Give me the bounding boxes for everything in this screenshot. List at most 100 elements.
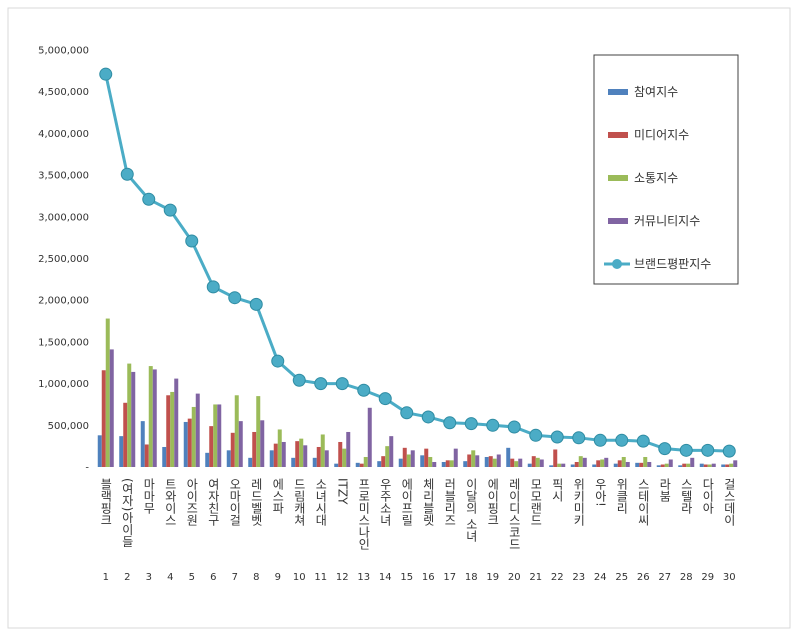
x-tick-label: 체리블렛	[421, 478, 435, 526]
bar	[660, 464, 665, 467]
bar	[682, 463, 687, 467]
line-marker	[486, 418, 500, 432]
x-tick-label: 위키미키	[572, 478, 586, 526]
legend-swatch	[612, 259, 622, 269]
x-tick-label: 여자친구	[206, 478, 220, 526]
bar	[148, 366, 153, 467]
bar	[324, 450, 329, 467]
bar	[295, 441, 300, 467]
bar	[299, 438, 304, 467]
bar	[256, 396, 261, 467]
line-marker	[400, 406, 414, 420]
y-tick-label: 1,000,000	[38, 379, 89, 390]
bar	[445, 460, 450, 467]
bar	[557, 463, 562, 467]
bar	[449, 460, 454, 467]
bar	[539, 459, 544, 467]
rank-label: 17	[443, 572, 456, 583]
rank-label: 7	[232, 572, 238, 583]
legend-label: 미디어지수	[634, 128, 689, 142]
x-tick-label: 라붐	[658, 478, 672, 502]
rank-label: 26	[637, 572, 650, 583]
bar	[527, 463, 532, 467]
line-marker	[507, 420, 521, 434]
bar	[549, 465, 554, 467]
x-tick-label: 모모랜드	[529, 478, 543, 526]
bar	[721, 464, 726, 467]
line-marker	[572, 431, 586, 445]
bar	[471, 450, 476, 467]
rank-label: 28	[680, 572, 693, 583]
y-tick-label: 4,000,000	[38, 129, 89, 140]
y-tick-label: 2,000,000	[38, 296, 89, 307]
line-marker	[142, 192, 156, 206]
x-tick-label: 레이디스코드	[507, 478, 521, 550]
line-marker	[163, 203, 177, 217]
bar	[582, 457, 587, 467]
x-tick-label: 우아!	[593, 478, 607, 507]
x-tick-label: 이달의 소녀	[464, 478, 478, 542]
bar	[467, 454, 472, 467]
bar	[105, 318, 110, 467]
rank-label: 23	[572, 572, 585, 583]
rank-label: 12	[336, 572, 349, 583]
x-tick-label: 러블리즈	[443, 478, 457, 526]
x-tick-label: 에이핑크	[486, 478, 500, 526]
x-tick-label: 스텔라	[679, 478, 693, 514]
bar	[406, 454, 411, 467]
bar	[334, 463, 339, 467]
bar	[432, 461, 437, 467]
bar	[570, 464, 575, 467]
legend-swatch	[608, 175, 628, 181]
rank-label: 13	[357, 572, 370, 583]
line-marker	[120, 167, 134, 181]
legend-label: 커뮤니티지수	[634, 214, 700, 228]
bar	[191, 406, 196, 467]
bar	[424, 448, 429, 467]
x-tick-label: 걸스데이	[722, 478, 736, 526]
bar	[359, 463, 364, 467]
bar	[320, 434, 325, 467]
bar	[303, 445, 308, 467]
bar	[183, 421, 188, 467]
x-tick-label: 트와이스	[163, 478, 177, 526]
rank-label: 5	[189, 572, 195, 583]
rank-label: 16	[422, 572, 435, 583]
x-tick-label: 우주소녀	[378, 478, 392, 526]
bar	[127, 363, 132, 467]
bar	[488, 456, 493, 467]
bar	[647, 461, 652, 467]
x-tick-label: 스테이씨	[636, 478, 650, 526]
bar	[281, 441, 286, 467]
x-tick-label: 아이즈원	[185, 478, 199, 526]
rank-label: 8	[253, 572, 259, 583]
bar	[578, 456, 583, 467]
x-tick-label: 픽시	[550, 478, 564, 502]
bar	[441, 461, 446, 467]
line-marker	[443, 416, 457, 430]
bar	[600, 459, 605, 467]
bar	[711, 463, 716, 467]
bar	[613, 463, 618, 467]
rank-label: 29	[701, 572, 714, 583]
legend-label: 참여지수	[634, 85, 678, 99]
bar	[312, 457, 317, 467]
bar	[217, 404, 222, 467]
rank-label: 3	[146, 572, 152, 583]
x-tick-label: 소녀시대	[314, 478, 328, 526]
x-tick-label: 블랙핑크	[99, 478, 113, 526]
x-tick-label: 에이프릴	[400, 478, 414, 526]
bar	[707, 464, 712, 467]
bar	[97, 435, 102, 467]
bar	[617, 460, 622, 467]
rank-label: 18	[465, 572, 478, 583]
rank-label: 20	[508, 572, 521, 583]
bar	[131, 371, 136, 467]
rank-label: 21	[529, 572, 542, 583]
bar	[277, 429, 282, 467]
x-tick-label: 오마이걸	[228, 478, 242, 526]
y-tick-label: 500,000	[48, 421, 89, 432]
bar	[656, 465, 661, 467]
bar	[355, 462, 360, 467]
bar	[140, 421, 145, 467]
